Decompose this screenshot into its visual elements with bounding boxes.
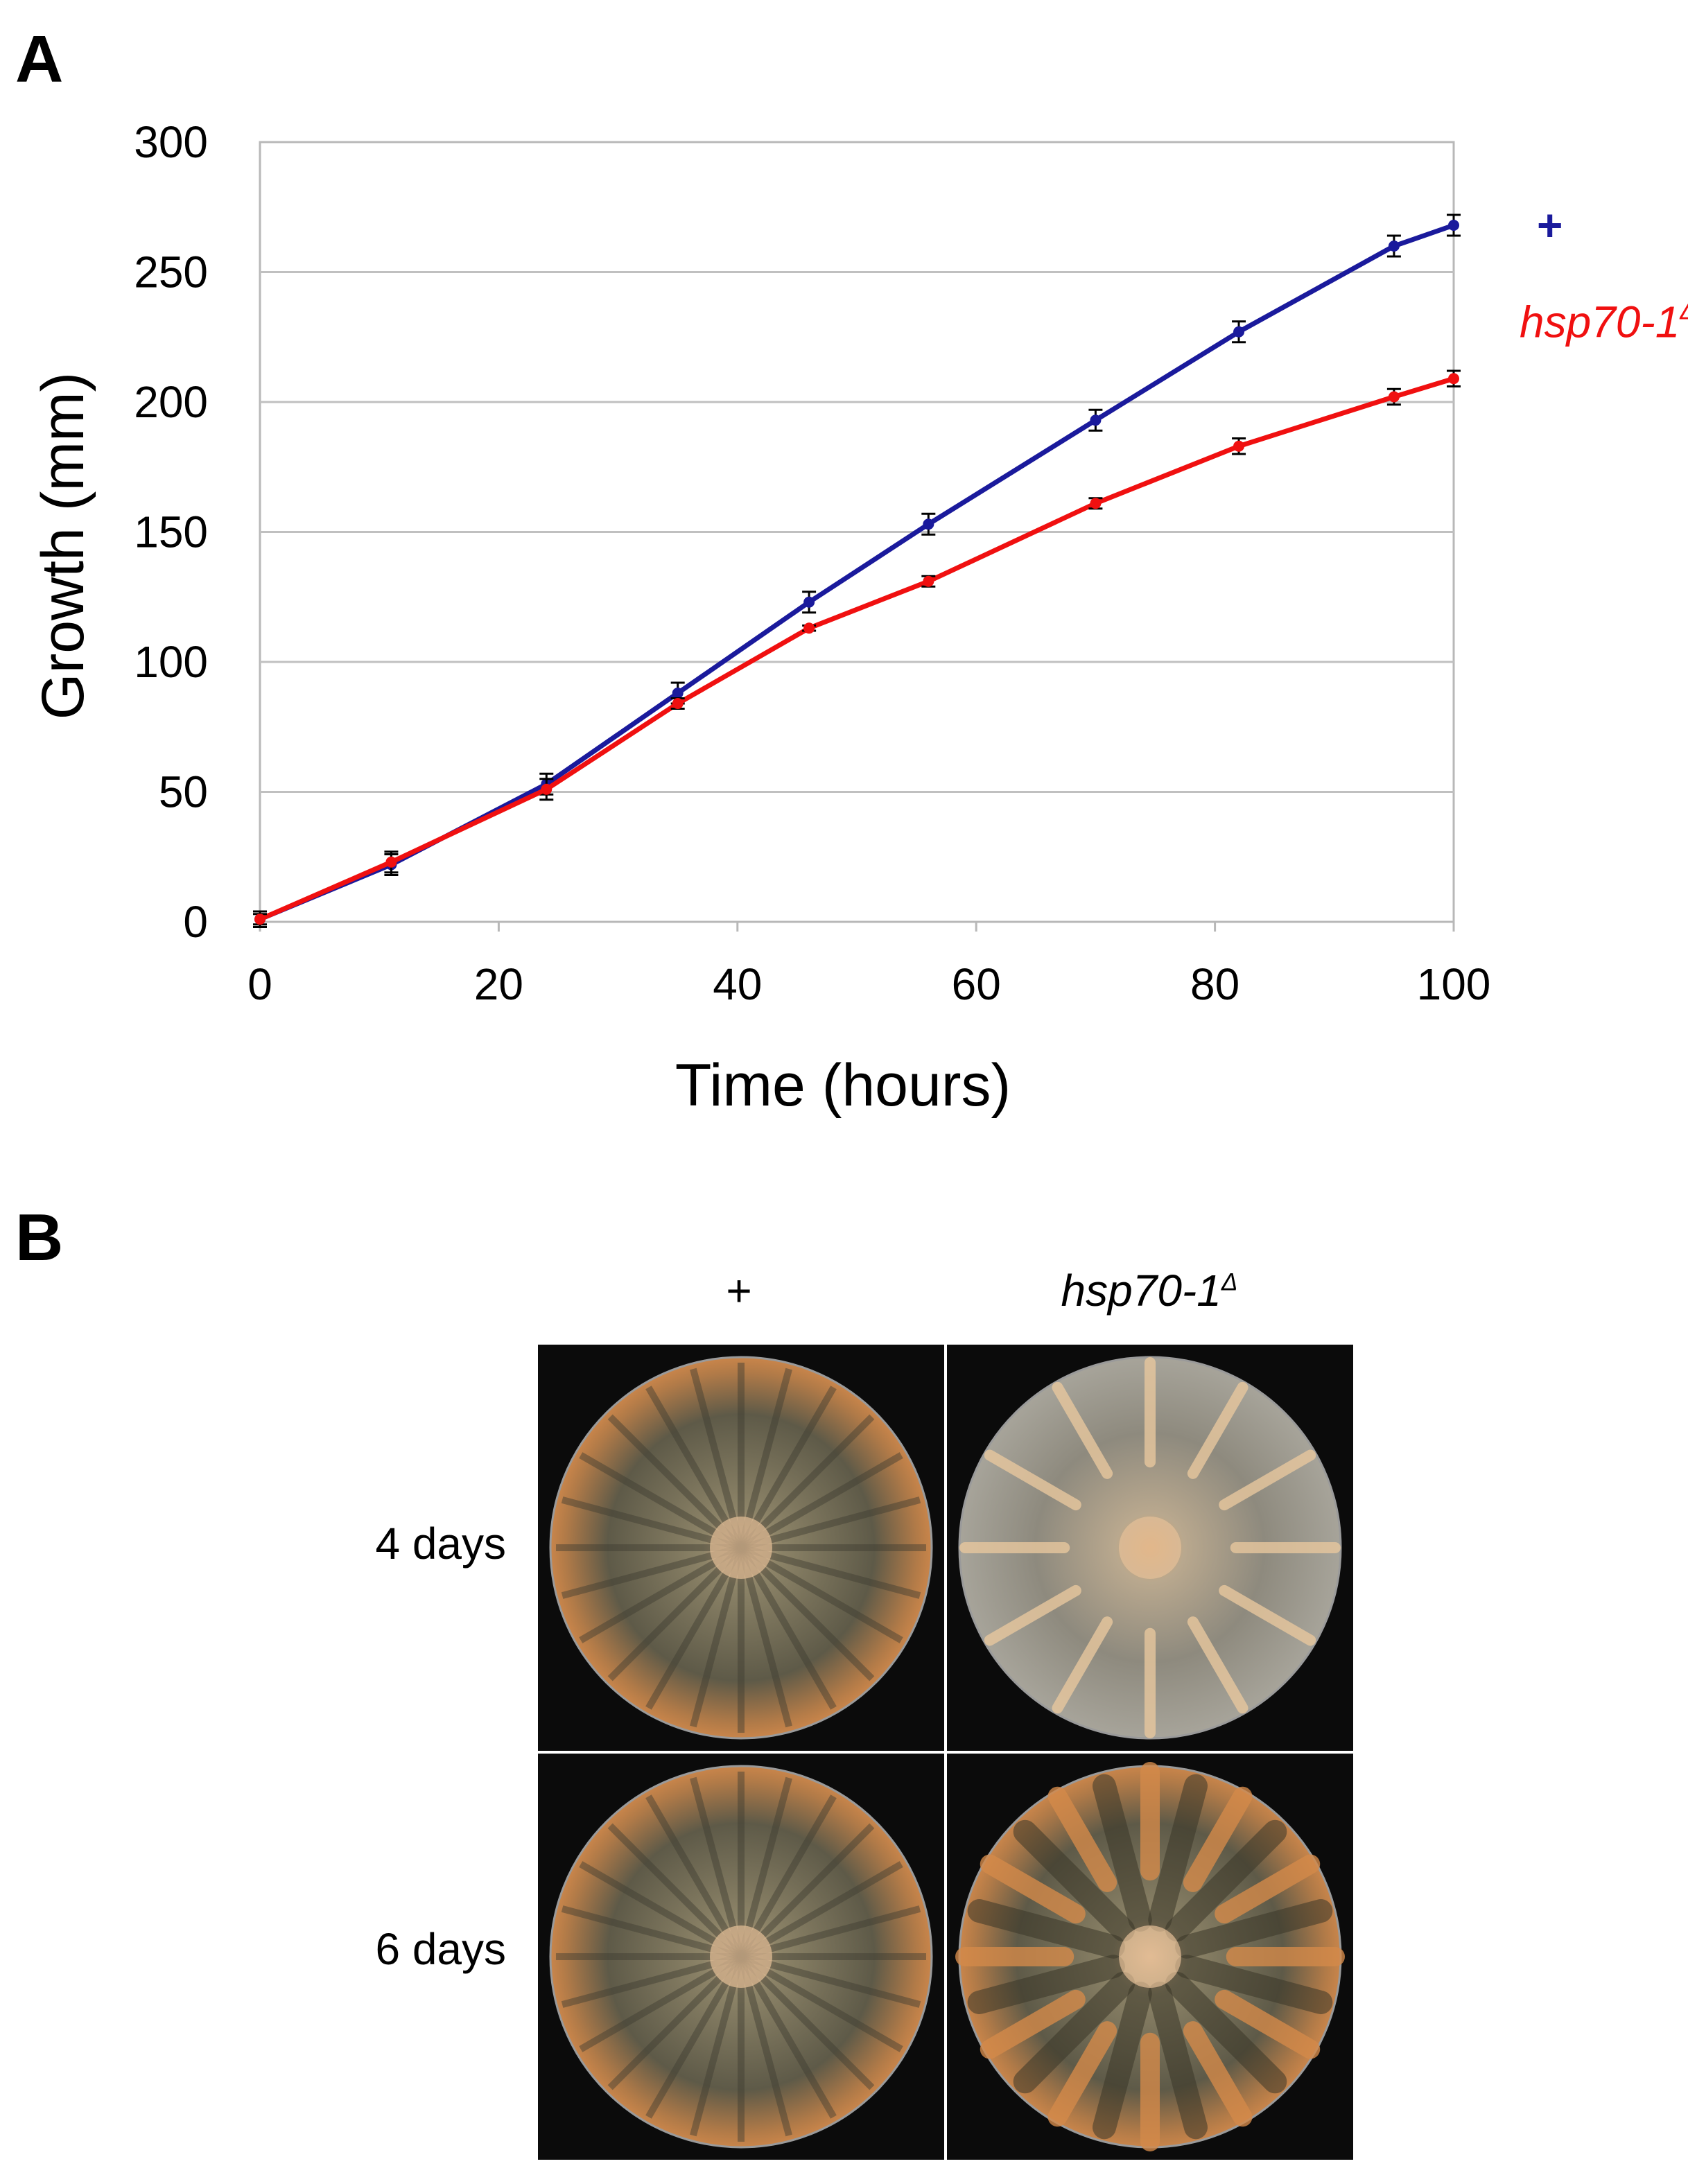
column-label-text: + bbox=[726, 1266, 752, 1316]
x-tick-label: 80 bbox=[1190, 959, 1239, 1009]
y-axis-title: Growth (mm) bbox=[30, 372, 96, 720]
data-point bbox=[1090, 498, 1102, 509]
data-point bbox=[672, 688, 684, 699]
y-tick-label: 150 bbox=[134, 507, 208, 557]
x-tick-label: 20 bbox=[474, 959, 523, 1009]
series-label-superscript: Δ bbox=[1679, 296, 1688, 324]
panel-a-label: A bbox=[15, 22, 64, 96]
colony-photo-mutant-4-days bbox=[947, 1345, 1353, 1751]
data-point bbox=[923, 575, 934, 587]
y-tick-label: 100 bbox=[134, 637, 208, 687]
y-tick-label: 0 bbox=[183, 897, 208, 947]
series-line bbox=[259, 222, 1455, 922]
column-label-mutant: hsp70-1Δ bbox=[948, 1265, 1350, 1316]
data-point bbox=[923, 518, 934, 530]
series-label: + bbox=[1537, 200, 1563, 250]
colony-photo-wildtype-4-days bbox=[538, 1345, 944, 1751]
y-tick-label: 50 bbox=[159, 767, 208, 817]
data-point bbox=[1448, 220, 1459, 231]
x-tick-label: 100 bbox=[1417, 959, 1491, 1009]
data-point bbox=[1448, 373, 1459, 385]
colony-photo-wildtype-6-days bbox=[538, 1754, 944, 2160]
y-tick-label: 200 bbox=[134, 377, 208, 427]
data-point bbox=[1233, 326, 1245, 338]
data-point bbox=[385, 856, 397, 868]
series-label: hsp70-1Δ bbox=[1520, 296, 1688, 347]
data-point bbox=[803, 596, 815, 608]
y-tick-label: 250 bbox=[134, 247, 208, 297]
colony-photo-mutant-6-days bbox=[947, 1754, 1353, 2160]
data-point bbox=[541, 783, 552, 795]
growth-chart: 0 50 100 150 200 250 300 0 20 40 60 80 100 Time (hour… bbox=[30, 117, 1688, 1119]
row-label-4-days: 4 days bbox=[375, 1519, 506, 1569]
row-label-6-days: 6 days bbox=[375, 1924, 506, 1974]
x-axis-title: Time (hours) bbox=[675, 1052, 1011, 1119]
x-tick-label: 40 bbox=[713, 959, 762, 1009]
column-label-wildtype: + bbox=[538, 1265, 940, 1316]
data-point bbox=[254, 914, 266, 925]
x-tick-label: 60 bbox=[952, 959, 1001, 1009]
panel-b-label: B bbox=[15, 1200, 64, 1275]
x-tick-label: 0 bbox=[247, 959, 272, 1009]
series-line bbox=[259, 376, 1455, 922]
data-point bbox=[1388, 241, 1400, 252]
data-point bbox=[1090, 414, 1102, 426]
column-label-text: hsp70-1 bbox=[1061, 1266, 1221, 1316]
data-point bbox=[1233, 440, 1245, 452]
data-point bbox=[803, 622, 815, 634]
data-point bbox=[1388, 391, 1400, 403]
delta-superscript: Δ bbox=[1221, 1268, 1238, 1296]
y-tick-label: 300 bbox=[134, 117, 208, 167]
data-point bbox=[672, 698, 684, 709]
